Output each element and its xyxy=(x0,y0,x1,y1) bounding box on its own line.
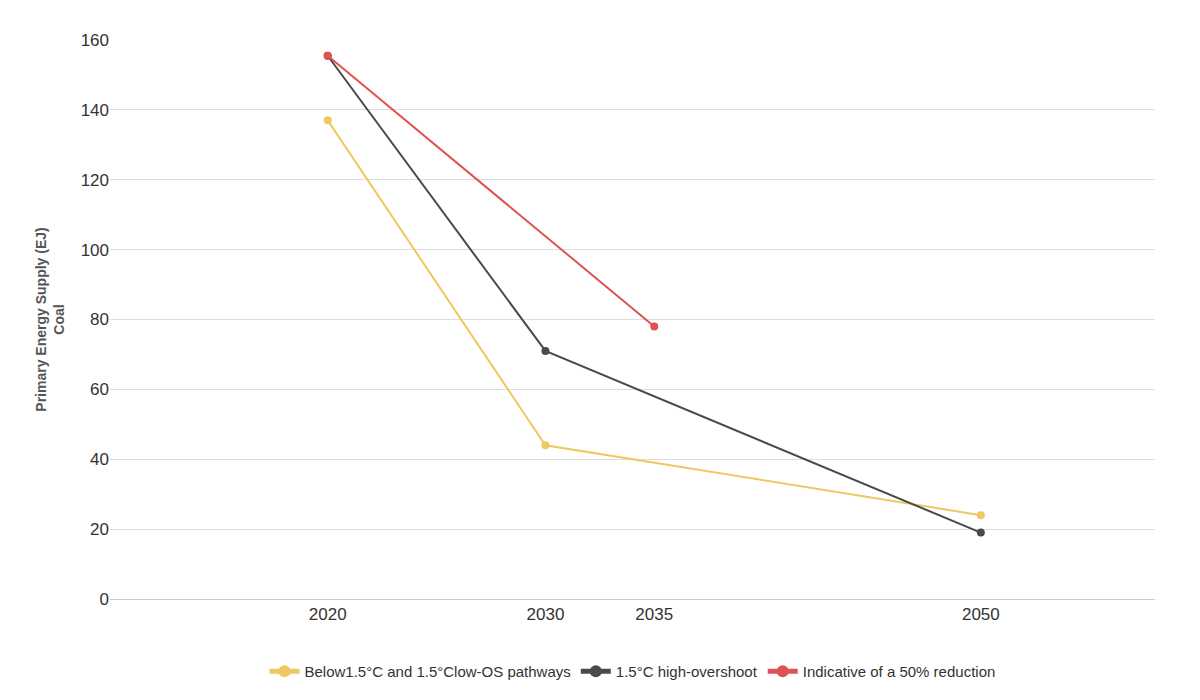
svg-text:20: 20 xyxy=(90,520,109,539)
svg-text:1.5°C high-overshoot: 1.5°C high-overshoot xyxy=(616,663,758,680)
svg-text:80: 80 xyxy=(90,310,109,329)
svg-text:160: 160 xyxy=(81,31,109,50)
svg-text:Primary Energy Supply (EJ)Coal: Primary Energy Supply (EJ)Coal xyxy=(33,227,67,411)
svg-text:0: 0 xyxy=(100,590,109,609)
svg-text:Below1.5°C and 1.5°Clow-OS pat: Below1.5°C and 1.5°Clow-OS pathways xyxy=(305,663,571,680)
svg-text:2050: 2050 xyxy=(962,605,1000,624)
svg-text:120: 120 xyxy=(81,171,109,190)
svg-text:100: 100 xyxy=(81,241,109,260)
svg-text:60: 60 xyxy=(90,380,109,399)
svg-text:2020: 2020 xyxy=(309,605,347,624)
svg-text:40: 40 xyxy=(90,450,109,469)
svg-text:2030: 2030 xyxy=(527,605,565,624)
svg-text:Indicative of a 50% reduction: Indicative of a 50% reduction xyxy=(803,663,996,680)
svg-text:140: 140 xyxy=(81,101,109,120)
svg-text:2035: 2035 xyxy=(635,605,673,624)
